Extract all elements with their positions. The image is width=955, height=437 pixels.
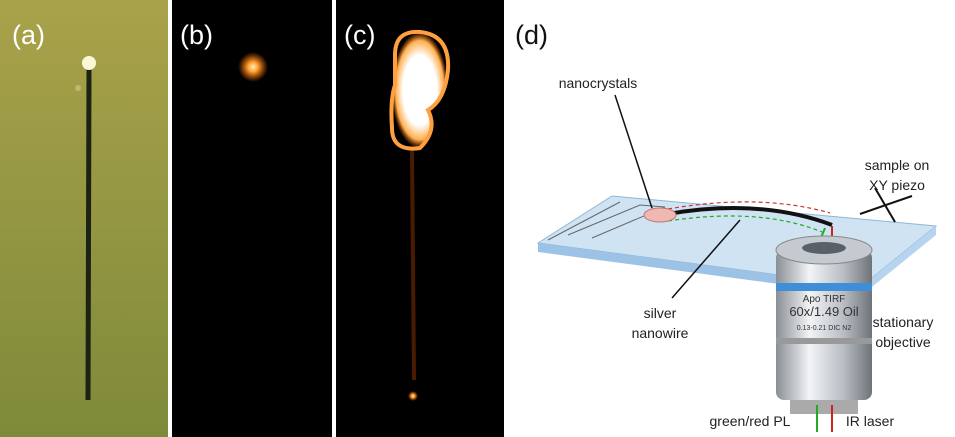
annotation: green/red PL [710,413,791,429]
objective-text: 0.13-0.21 DIC N2 [797,325,852,332]
annotation: stationary [873,314,934,330]
panel-b: (b) [172,0,332,437]
panel-c: (c) [336,0,504,437]
objective-text: 60x/1.49 Oil [789,304,858,319]
panel-label: (d) [515,20,548,50]
annotation: nanocrystals [559,75,638,91]
panel-label: (a) [12,20,45,50]
panel-label: (c) [344,20,375,50]
annotation: IR laser [846,413,895,429]
figure: (a) (b) (c) (d) Apo TIRF [0,0,955,437]
annotation: silver [644,305,677,321]
panel-a: (a) [0,0,168,437]
annotation: XY piezo [869,177,925,193]
annotation: nanowire [632,325,689,341]
annotation: sample on [865,157,930,173]
panel-label: (b) [180,20,213,50]
panel-d: (d) Apo TIRF 60x/1.49 Oil 0.13-0.21 DIC … [515,20,936,432]
annotation: objective [875,334,930,350]
